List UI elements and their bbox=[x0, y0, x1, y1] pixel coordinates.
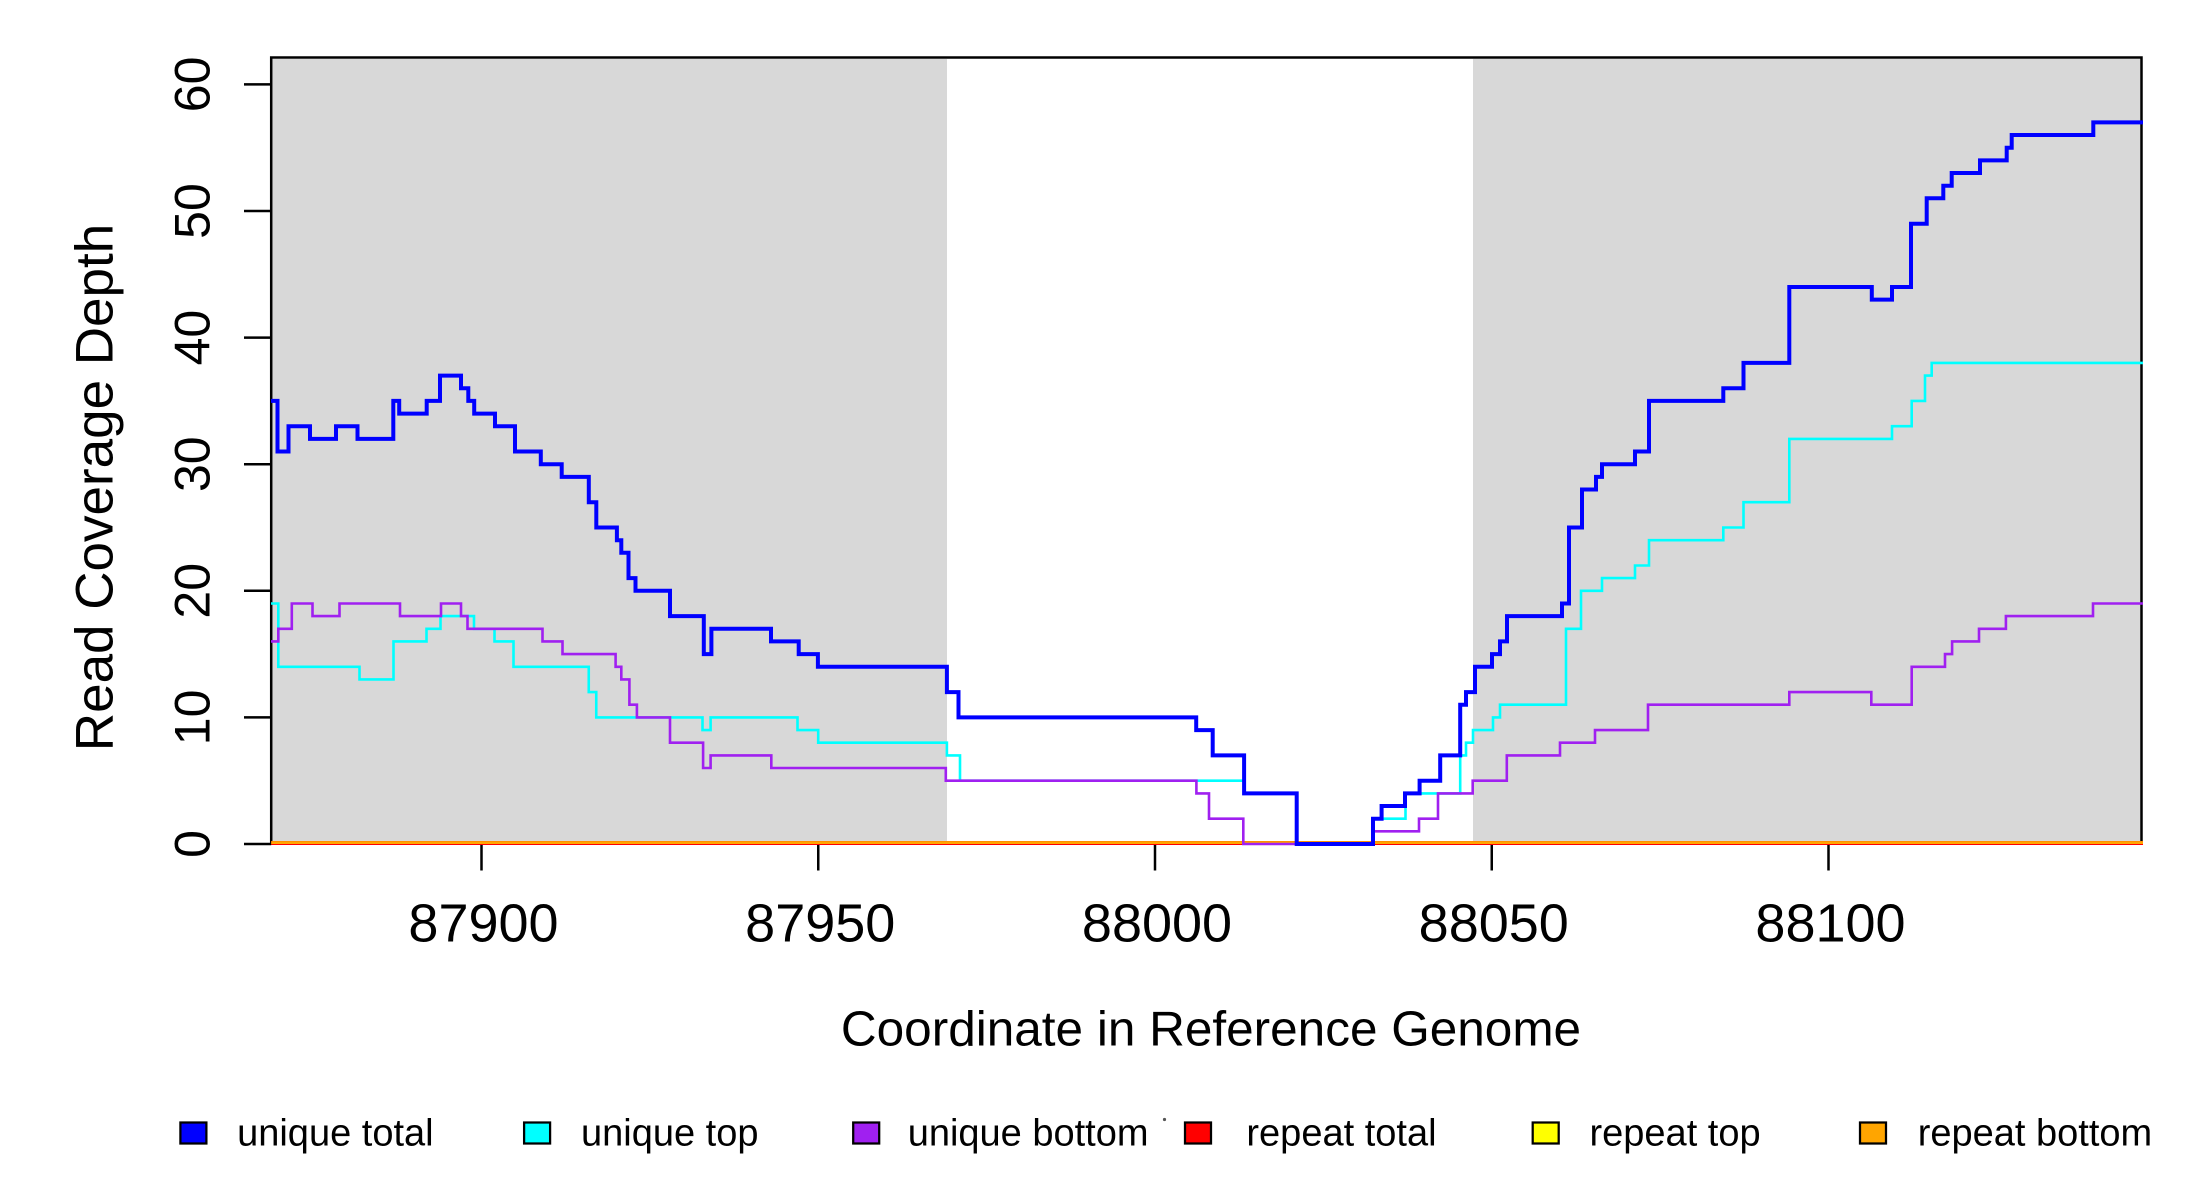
svg-text:88000: 88000 bbox=[1082, 894, 1232, 954]
svg-text:unique total: unique total bbox=[237, 1113, 434, 1155]
svg-text:88100: 88100 bbox=[1755, 894, 1905, 954]
svg-text:50: 50 bbox=[164, 183, 220, 239]
svg-text:unique bottom: unique bottom bbox=[908, 1113, 1149, 1155]
svg-text:0: 0 bbox=[164, 830, 220, 858]
svg-text:40: 40 bbox=[164, 310, 220, 366]
svg-text:60: 60 bbox=[164, 57, 220, 113]
svg-text:87900: 87900 bbox=[408, 894, 558, 954]
svg-text:unique top: unique top bbox=[581, 1113, 759, 1155]
svg-text:repeat total: repeat total bbox=[1246, 1113, 1436, 1155]
svg-text:87950: 87950 bbox=[745, 894, 895, 954]
svg-text:Coordinate in Reference Genome: Coordinate in Reference Genome bbox=[841, 1002, 1581, 1057]
svg-text:30: 30 bbox=[164, 436, 220, 492]
svg-text:repeat bottom: repeat bottom bbox=[1918, 1113, 2152, 1155]
svg-text:repeat top: repeat top bbox=[1590, 1113, 1761, 1155]
svg-text:10: 10 bbox=[164, 690, 220, 746]
svg-text:20: 20 bbox=[164, 563, 220, 619]
svg-text:88050: 88050 bbox=[1419, 894, 1569, 954]
svg-text:Read Coverage Depth: Read Coverage Depth bbox=[66, 224, 125, 751]
